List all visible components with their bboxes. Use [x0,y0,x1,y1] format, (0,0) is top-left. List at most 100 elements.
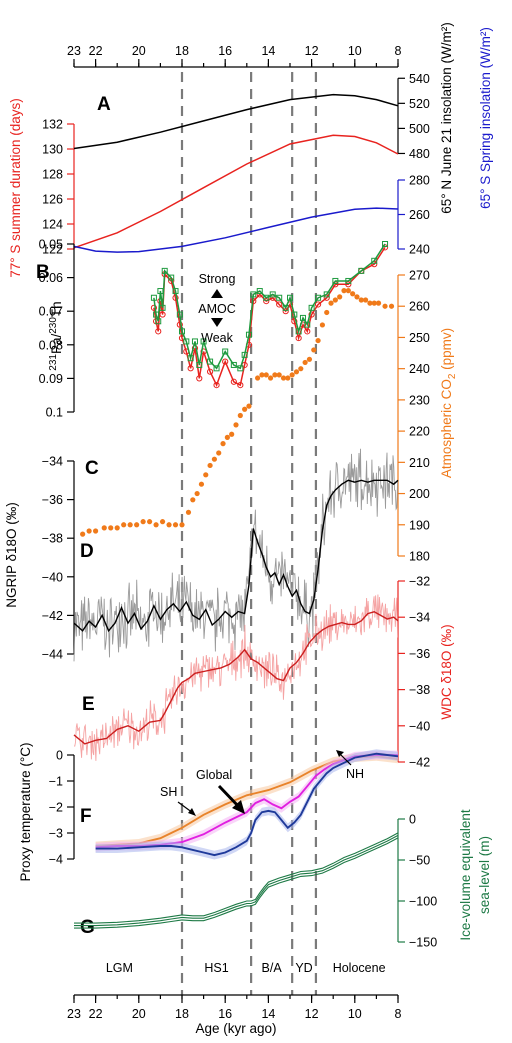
y-tick-label: 0 [56,749,63,763]
y-label-wdc: WDC δ18O (‰) [439,624,454,719]
data-point [108,525,114,531]
y-tick-label: 500 [409,122,430,136]
series-line [73,134,399,249]
x-axis-label: Age (kyr ago) [195,1021,276,1036]
y-tick-label: 220 [409,425,430,439]
data-point [213,365,220,372]
y-tick-label: −34 [409,611,430,625]
data-point [295,334,302,342]
x-tick-label: 22 [89,44,103,58]
data-point [166,522,172,528]
data-point [272,372,278,378]
y-tick-label: −40 [42,570,63,584]
y-tick-label: 130 [42,143,63,157]
label-part: (ppmv) [439,328,454,374]
data-point [289,372,295,378]
data-point [315,337,321,344]
data-point [311,347,317,353]
data-point [206,368,214,375]
data-point [153,522,159,528]
data-point [191,345,199,352]
y-tick-label: −50 [409,854,430,868]
data-point [332,277,339,284]
data-point [224,434,230,440]
raw-trace [74,594,399,761]
y-tick-label: −44 [42,648,63,662]
y-tick-label: 270 [409,269,430,283]
data-point [159,311,166,318]
data-point [382,303,388,309]
data-point [241,351,248,358]
data-point [382,241,389,247]
arrow-head-icon [232,800,245,814]
annotation-weak: Weak [201,331,233,345]
data-point [157,288,164,295]
annotation-nh: NH [346,767,364,781]
data-point [324,309,330,316]
panel-letter: D [80,541,94,562]
x-tick-label: 23 [67,1007,81,1021]
data-point [101,525,107,531]
data-point [80,531,86,537]
arrow-head-icon [336,750,344,757]
event-lines [180,72,318,995]
y-label-sea-level-line1: Ice-volume equivalent [458,809,473,941]
axis-labels: Age (kyr ago) LGM HS1 B/A YD Holocene 77° S su… [4,22,493,1036]
data-point [291,318,298,325]
data-point [358,267,365,274]
y-tick-label: 0 [409,813,416,827]
y-tick-label: 230 [409,393,430,407]
data-point [185,509,192,515]
y-tick-label: 240 [409,243,430,257]
y-tick-label: 250 [409,331,430,345]
y-tick-label: 180 [409,550,430,564]
y-label-pa-th: 231Pa/230Th [48,301,64,370]
y-tick-label: −40 [409,719,430,733]
data-point [207,358,214,365]
series-line [153,246,386,388]
data-point [267,375,274,381]
data-point [150,304,158,311]
data-point [230,361,237,368]
y-tick-label: 260 [409,208,430,222]
data-point [337,294,343,300]
data-point [304,321,311,328]
data-point [291,311,298,318]
series-line [73,93,399,150]
panels: 23 22 20 18 16 14 12 10 8 23 22 20 18 16 14 12 10 8 480 500… [36,44,437,1021]
x-tick-label: 10 [348,1007,362,1021]
data-point [388,303,395,309]
data-point [306,356,313,362]
y-tick-label: 210 [409,456,430,470]
data-point [242,406,248,412]
panel-a: 480 500 520 540 122 124 126 128 130 132 240 260 280 A [42,72,430,257]
annotation-global: Global [196,768,232,782]
y-tick-label: 260 [409,300,430,314]
data-point [127,522,133,528]
y-label-proxy-temp: Proxy temperature (°C) [18,743,33,882]
x-tick-label: 10 [348,44,362,58]
data-point [220,441,226,447]
y-label-65n-insolation: 65° N June 21 insolation (W/m²) [439,22,454,213]
series-line [95,752,399,857]
annotation-amoc: AMOC [198,302,236,316]
x-tick-label: 20 [132,44,146,58]
panel-d: −44 −42 −40 −38 −36 −34 D [42,448,399,662]
annotation-strong: Strong [199,272,236,286]
data-point [332,297,338,303]
series-line [73,207,399,253]
data-point [293,369,300,375]
data-point [302,359,308,366]
data-point [168,274,175,281]
data-point [196,375,203,382]
data-point [280,375,287,381]
panel-b: 0.05 0.06 0.07 0.08 0.09 0.1 B Strong AMOC Weak [36,238,389,420]
data-point [237,412,243,419]
data-point [341,288,347,294]
data-point [319,322,325,328]
series-line [74,834,399,927]
data-point [187,355,194,362]
data-point [256,288,263,295]
data-point [153,311,160,318]
